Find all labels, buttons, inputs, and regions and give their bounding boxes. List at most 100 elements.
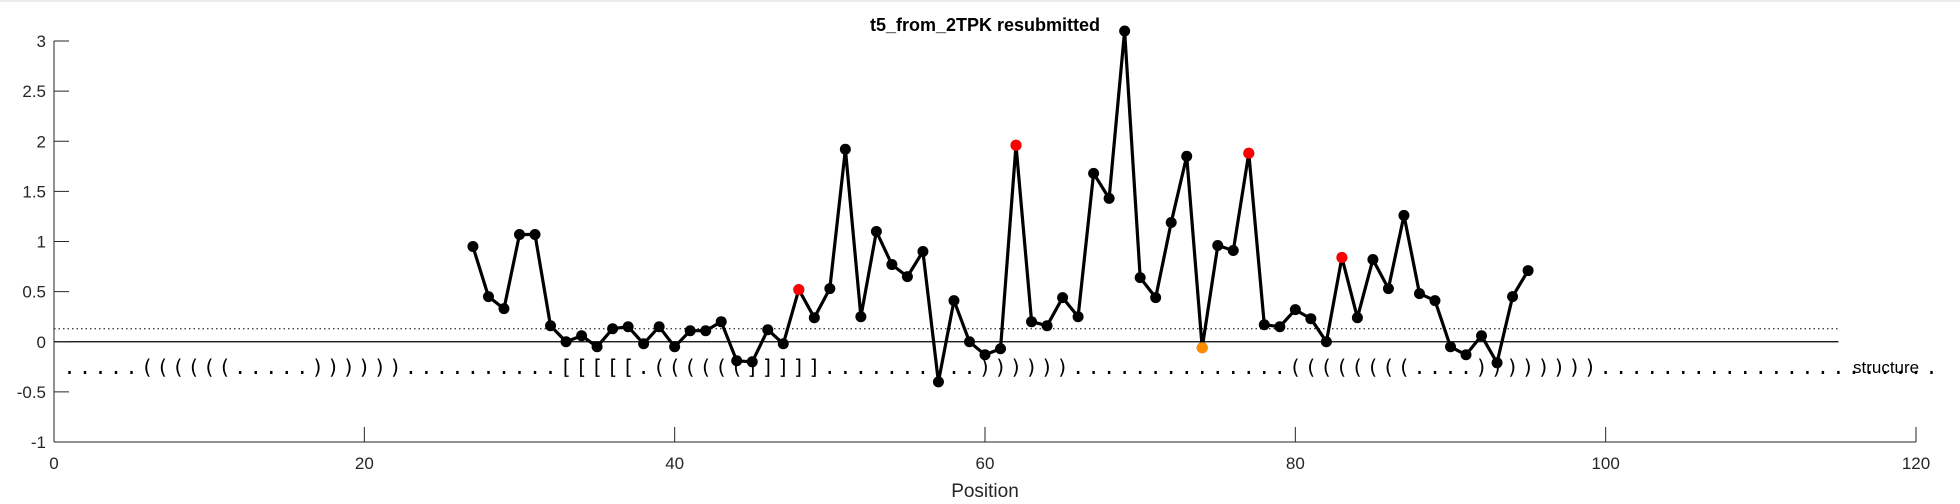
structure-char: ) bbox=[389, 355, 401, 379]
data-point bbox=[1476, 330, 1488, 342]
structure-char: . bbox=[513, 355, 525, 379]
structure-char: . bbox=[1165, 355, 1177, 379]
data-point bbox=[1289, 304, 1301, 316]
data-point bbox=[467, 241, 479, 253]
structure-char: . bbox=[1072, 355, 1084, 379]
structure-char: ( bbox=[684, 355, 696, 379]
structure-char: . bbox=[79, 355, 91, 379]
structure-char: . bbox=[1832, 355, 1844, 379]
x-tick-label: 0 bbox=[49, 454, 58, 473]
data-point bbox=[1103, 192, 1115, 204]
structure-char: . bbox=[1227, 355, 1239, 379]
y-tick-label: 0.5 bbox=[22, 283, 46, 302]
data-point bbox=[1227, 245, 1239, 257]
structure-char: . bbox=[948, 355, 960, 379]
structure-char: . bbox=[1801, 355, 1813, 379]
data-point bbox=[824, 283, 836, 295]
structure-char: . bbox=[1646, 355, 1658, 379]
data-point bbox=[1041, 320, 1053, 332]
data-point bbox=[1460, 349, 1472, 361]
structure-char: . bbox=[110, 355, 122, 379]
structure-char: ) bbox=[1538, 355, 1550, 379]
y-tick-label: -1 bbox=[31, 433, 46, 452]
structure-char: ( bbox=[219, 355, 231, 379]
structure-char: . bbox=[234, 355, 246, 379]
data-point bbox=[1413, 288, 1425, 300]
structure-char: ( bbox=[1351, 355, 1363, 379]
structure-char: [ bbox=[560, 355, 572, 379]
data-point bbox=[1212, 240, 1224, 252]
data-point bbox=[529, 228, 541, 240]
data-point bbox=[1181, 150, 1193, 162]
structure-char: ) bbox=[1476, 355, 1488, 379]
structure-char: ] bbox=[793, 355, 805, 379]
data-point bbox=[1088, 167, 1100, 179]
data-point bbox=[1026, 316, 1038, 328]
structure-char: ) bbox=[1569, 355, 1581, 379]
data-point bbox=[1134, 272, 1146, 284]
data-point bbox=[963, 336, 975, 348]
structure-char: . bbox=[1848, 355, 1860, 379]
structure-char: . bbox=[1429, 355, 1441, 379]
data-point bbox=[995, 343, 1007, 355]
structure-char: . bbox=[1243, 355, 1255, 379]
y-tick-label: 2 bbox=[37, 132, 46, 151]
structure-char: . bbox=[1196, 355, 1208, 379]
y-tick-label: 1 bbox=[37, 233, 46, 252]
y-tick-label: 2.5 bbox=[22, 82, 46, 101]
data-point bbox=[901, 271, 913, 283]
structure-char: . bbox=[420, 355, 432, 379]
data-point bbox=[1522, 265, 1534, 277]
structure-label: structure bbox=[1853, 358, 1919, 377]
x-tick-label: 60 bbox=[976, 454, 995, 473]
data-point bbox=[1258, 319, 1270, 331]
structure-char: [ bbox=[607, 355, 619, 379]
data-point bbox=[1429, 295, 1441, 307]
structure-char: ) bbox=[979, 355, 991, 379]
structure-char: . bbox=[1925, 355, 1937, 379]
data-point bbox=[886, 259, 898, 271]
structure-char: ) bbox=[1010, 355, 1022, 379]
structure-char: . bbox=[917, 355, 929, 379]
axes: 0 20 40 60 80 100 120 -1 -0.5 0 0.5 1 1.5 2 2.5 3 bbox=[17, 32, 1930, 473]
data-point bbox=[653, 321, 665, 333]
structure-char: ( bbox=[1320, 355, 1332, 379]
structure-char: ( bbox=[157, 355, 169, 379]
data-point bbox=[1305, 313, 1317, 325]
structure-char: . bbox=[1150, 355, 1162, 379]
data-point bbox=[979, 349, 991, 361]
structure-char: ] bbox=[808, 355, 820, 379]
data-point bbox=[808, 312, 820, 324]
structure-char: . bbox=[1879, 355, 1891, 379]
structure-char: . bbox=[265, 355, 277, 379]
data-point bbox=[669, 341, 681, 353]
structure-char: [ bbox=[622, 355, 634, 379]
data-point bbox=[1382, 283, 1394, 295]
data-point bbox=[1057, 292, 1069, 304]
data-point bbox=[1150, 292, 1162, 304]
x-axis-title: Position bbox=[951, 481, 1019, 502]
structure-char: . bbox=[1770, 355, 1782, 379]
structure-char: . bbox=[1413, 355, 1425, 379]
data-point bbox=[762, 324, 774, 336]
structure-char: ( bbox=[1289, 355, 1301, 379]
data-point bbox=[1119, 25, 1131, 37]
structure-char: . bbox=[1817, 355, 1829, 379]
structure-annotation: .....((((((.....))))))..........[[[[[.((… bbox=[63, 355, 1937, 379]
data-point bbox=[1165, 216, 1177, 228]
data-point bbox=[1274, 321, 1286, 333]
data-point bbox=[514, 228, 525, 240]
data-point bbox=[855, 311, 867, 323]
structure-char: . bbox=[451, 355, 463, 379]
structure-char: . bbox=[467, 355, 479, 379]
x-tick-label: 40 bbox=[665, 454, 684, 473]
structure-char: . bbox=[1258, 355, 1270, 379]
structure-char: ) bbox=[1553, 355, 1565, 379]
data-point bbox=[746, 356, 758, 368]
highlight-point bbox=[1196, 342, 1208, 354]
structure-char: . bbox=[638, 355, 650, 379]
x-tick-label: 120 bbox=[1902, 454, 1930, 473]
data-point bbox=[1491, 357, 1503, 369]
structure-char: ) bbox=[1041, 355, 1053, 379]
